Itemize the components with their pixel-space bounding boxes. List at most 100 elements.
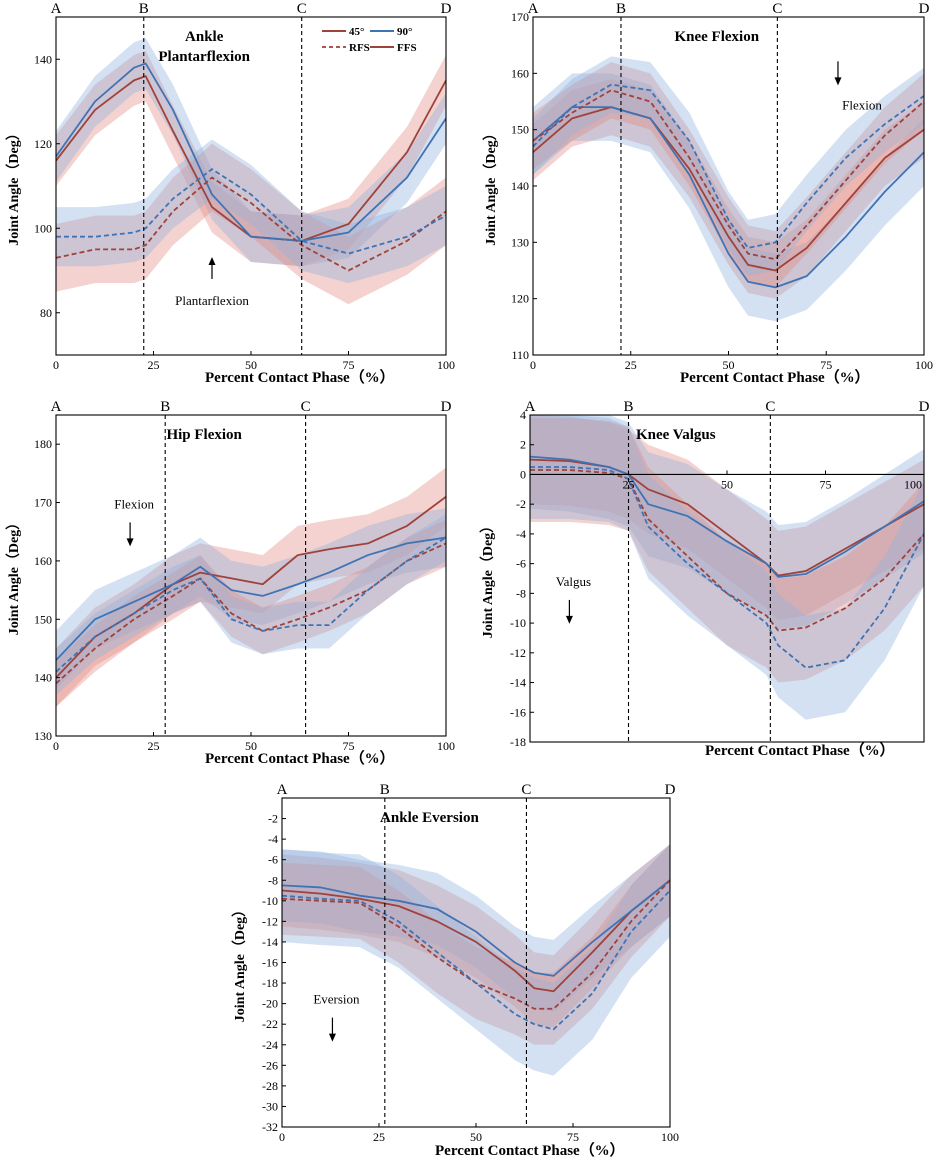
x-tick-label: 75: [820, 358, 832, 372]
arrow-head-icon: [208, 256, 216, 265]
phase-label-A: A: [51, 1, 62, 17]
annotation: Eversion: [313, 992, 360, 1042]
y-axis-label: Joint Angle（Deg）: [232, 903, 248, 1022]
y-tick-label: 170: [34, 496, 52, 510]
x-tick-label: 25: [625, 358, 637, 372]
legend: 45° 90° RFS FFS: [322, 26, 417, 54]
sd-band-0: [533, 78, 924, 299]
series-line-1: [56, 536, 446, 661]
y-tick-label: -18: [510, 735, 526, 749]
y-tick-label: -24: [262, 1038, 278, 1052]
phase-label-D: D: [665, 782, 676, 798]
plot-area: [530, 415, 924, 720]
phase-label-B: B: [380, 782, 390, 798]
chart-knee_valgus: A B C D -18 -16 -14 -12 -10 -8 -6 -4 -2 0 2 4 25 50 75 100 P…: [480, 399, 930, 759]
x-tick-label: 100: [437, 739, 455, 753]
plot-area: [56, 467, 446, 707]
y-tick-label: 150: [511, 123, 529, 137]
y-tick-label: -30: [262, 1099, 278, 1113]
series-line-0: [282, 879, 670, 993]
legend-label-rfs: RFS: [349, 42, 370, 54]
y-tick-label: 180: [34, 437, 52, 451]
chart-title: Knee Flexion: [674, 29, 759, 45]
series-line-2: [533, 89, 924, 261]
annotation: Plantarflexion: [175, 256, 249, 308]
y-tick-label: 150: [34, 612, 52, 626]
x-tick-label: 75: [820, 477, 832, 491]
y-tick-label: -2: [516, 497, 526, 511]
annotation-text: Flexion: [842, 97, 882, 112]
x-tick-label: 25: [148, 358, 160, 372]
phase-label-C: C: [765, 399, 775, 415]
x-tick-label: 25: [623, 477, 635, 491]
y-tick-label: -26: [262, 1058, 278, 1072]
sd-band-3: [530, 415, 924, 720]
sd-band-2: [530, 417, 924, 683]
y-axis-label: Joint Angle（Deg）: [480, 519, 496, 638]
plot-frame: [529, 414, 925, 743]
y-tick-label: 130: [34, 729, 52, 743]
annotation-text: Eversion: [313, 992, 360, 1007]
y-tick-label: 130: [511, 235, 529, 249]
y-tick-label: 0: [520, 467, 526, 481]
annotation-text: Flexion: [114, 496, 154, 511]
x-tick-label: 100: [661, 1130, 679, 1144]
y-tick-label: -20: [262, 997, 278, 1011]
arrow-head-icon: [126, 538, 134, 547]
y-axis-label: Joint Angle（Deg）: [6, 126, 22, 245]
y-axis-label: Joint Angle（Deg）: [483, 126, 499, 245]
x-tick-label: 100: [904, 477, 922, 491]
y-tick-label: 120: [34, 137, 52, 151]
y-tick-label: -22: [262, 1017, 278, 1031]
y-tick-label: 160: [34, 554, 52, 568]
plot-area: [282, 844, 670, 1076]
sd-band-1: [56, 508, 446, 690]
phase-label-A: A: [528, 1, 539, 17]
series-line-0: [533, 106, 924, 272]
plot-area: [533, 56, 924, 322]
series-line-2: [56, 542, 446, 685]
x-tick-label: 50: [245, 739, 257, 753]
y-tick-label: -8: [268, 873, 278, 887]
legend-label-45: 45°: [349, 26, 364, 38]
x-axis-label: Percent Contact Phase（%）: [435, 1141, 625, 1159]
chart-title: Hip Flexion: [166, 427, 242, 443]
y-tick-label: -28: [262, 1079, 278, 1093]
sd-band-3: [56, 514, 446, 696]
phase-label-A: A: [277, 782, 288, 798]
legend-label-90: 90°: [397, 26, 412, 38]
annotation-text: Plantarflexion: [175, 293, 249, 308]
y-tick-label: -32: [262, 1120, 278, 1134]
y-tick-label: -8: [516, 586, 526, 600]
chart-title: Ankle Eversion: [380, 810, 479, 826]
y-tick-label: 140: [34, 671, 52, 685]
chart-knee_flex: A B C D 110 120 130 140 150 160 170 0 25 50 75 100 Perce…: [483, 1, 933, 386]
sd-band-0: [56, 50, 446, 267]
chart-title: Knee Valgus: [636, 427, 716, 443]
series-line-0: [56, 75, 446, 242]
y-tick-label: -14: [510, 676, 526, 690]
phase-label-A: A: [525, 399, 536, 415]
x-tick-label: 75: [343, 739, 355, 753]
x-tick-label: 50: [245, 358, 257, 372]
x-tick-label: 25: [373, 1130, 385, 1144]
x-tick-label: 0: [53, 739, 59, 753]
y-tick-label: 170: [511, 10, 529, 24]
y-tick-label: -4: [268, 832, 278, 846]
y-tick-label: -12: [262, 914, 278, 928]
x-axis-label: Percent Contact Phase（%）: [705, 741, 895, 759]
sd-band-1: [56, 38, 446, 267]
series-line-3: [56, 536, 446, 673]
y-tick-label: 100: [34, 221, 52, 235]
phase-label-D: D: [919, 1, 930, 17]
series-line-1: [56, 62, 446, 242]
arrow-head-icon: [834, 77, 842, 86]
x-tick-label: 100: [915, 358, 933, 372]
sd-band-2: [56, 520, 446, 707]
y-tick-label: 140: [511, 179, 529, 193]
phase-label-D: D: [441, 1, 452, 17]
y-tick-label: 160: [511, 66, 529, 80]
y-tick-label: -10: [510, 616, 526, 630]
annotation: Flexion: [114, 496, 154, 547]
